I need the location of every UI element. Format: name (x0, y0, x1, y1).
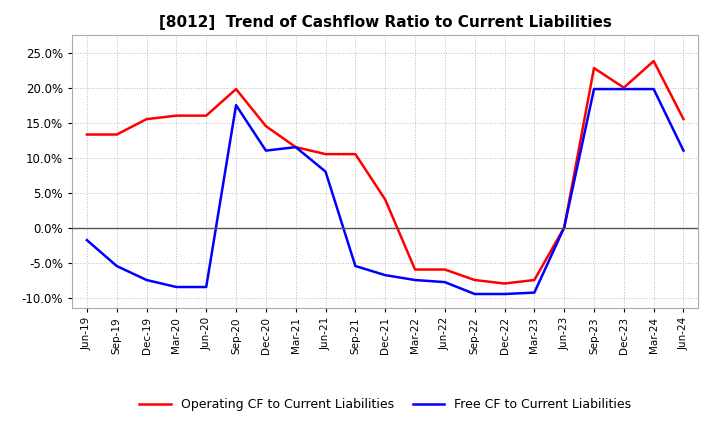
Free CF to Current Liabilities (530, 290, 539, 295)
Line: Free CF to Current Liabilities: Free CF to Current Liabilities (87, 89, 683, 294)
Operating CF to Current Liabilities (590, 66, 598, 71)
Free CF to Current Liabilities (261, 148, 270, 153)
Operating CF to Current Liabilities (679, 117, 688, 122)
Free CF to Current Liabilities (679, 148, 688, 153)
Operating CF to Current Liabilities (292, 144, 300, 150)
Operating CF to Current Liabilities (261, 124, 270, 129)
Free CF to Current Liabilities (321, 169, 330, 174)
Operating CF to Current Liabilities (172, 113, 181, 118)
Free CF to Current Liabilities (232, 103, 240, 108)
Free CF to Current Liabilities (351, 264, 360, 269)
Free CF to Current Liabilities (292, 144, 300, 150)
Operating CF to Current Liabilities (202, 113, 210, 118)
Free CF to Current Liabilities (590, 86, 598, 92)
Operating CF to Current Liabilities (530, 277, 539, 282)
Operating CF to Current Liabilities (560, 225, 569, 230)
Free CF to Current Liabilities (143, 277, 151, 282)
Operating CF to Current Liabilities (321, 151, 330, 157)
Operating CF to Current Liabilities (649, 59, 658, 64)
Free CF to Current Liabilities (470, 291, 479, 297)
Free CF to Current Liabilities (410, 277, 419, 282)
Line: Operating CF to Current Liabilities: Operating CF to Current Liabilities (87, 61, 683, 283)
Free CF to Current Liabilities (202, 284, 210, 290)
Title: [8012]  Trend of Cashflow Ratio to Current Liabilities: [8012] Trend of Cashflow Ratio to Curren… (159, 15, 611, 30)
Free CF to Current Liabilities (112, 264, 121, 269)
Operating CF to Current Liabilities (112, 132, 121, 137)
Operating CF to Current Liabilities (441, 267, 449, 272)
Free CF to Current Liabilities (83, 238, 91, 243)
Operating CF to Current Liabilities (83, 132, 91, 137)
Free CF to Current Liabilities (381, 272, 390, 278)
Free CF to Current Liabilities (560, 225, 569, 230)
Free CF to Current Liabilities (441, 279, 449, 285)
Operating CF to Current Liabilities (232, 86, 240, 92)
Free CF to Current Liabilities (649, 86, 658, 92)
Operating CF to Current Liabilities (381, 197, 390, 202)
Operating CF to Current Liabilities (619, 85, 628, 90)
Operating CF to Current Liabilities (500, 281, 509, 286)
Operating CF to Current Liabilities (410, 267, 419, 272)
Free CF to Current Liabilities (172, 284, 181, 290)
Operating CF to Current Liabilities (143, 117, 151, 122)
Legend: Operating CF to Current Liabilities, Free CF to Current Liabilities: Operating CF to Current Liabilities, Fre… (135, 393, 636, 416)
Free CF to Current Liabilities (500, 291, 509, 297)
Operating CF to Current Liabilities (351, 151, 360, 157)
Free CF to Current Liabilities (619, 86, 628, 92)
Operating CF to Current Liabilities (470, 277, 479, 282)
